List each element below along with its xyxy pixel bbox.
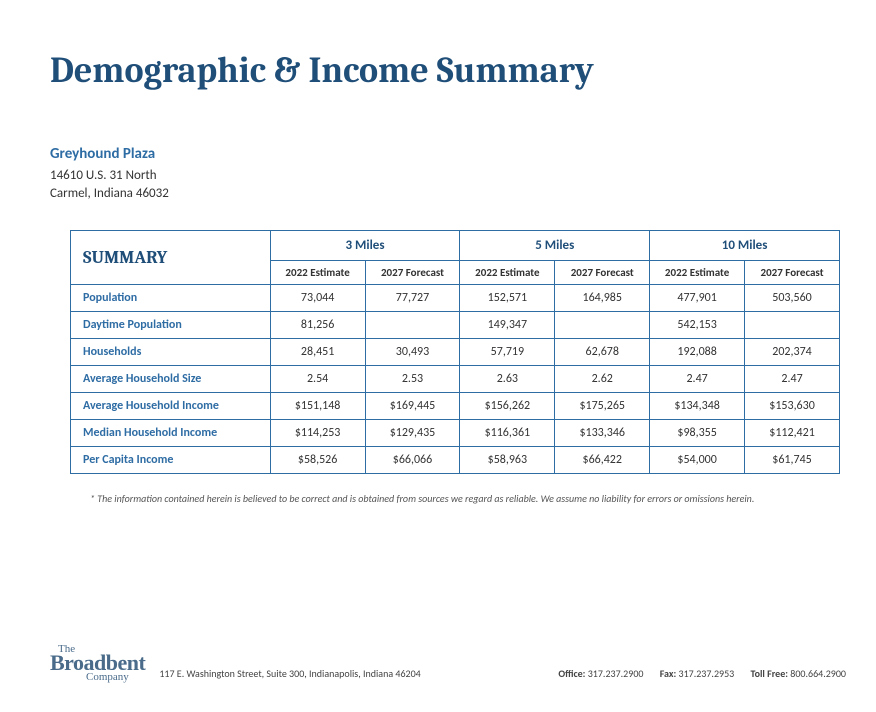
data-cell: 152,571 (460, 285, 555, 312)
data-cell: $58,526 (270, 447, 365, 474)
data-cell: 2.54 (270, 366, 365, 393)
row-label: Average Household Income (71, 393, 271, 420)
page-title: Demographic & Income Summary (50, 50, 826, 91)
data-cell (555, 312, 650, 339)
data-cell: $54,000 (650, 447, 745, 474)
sub-col: 2027 Forecast (365, 261, 460, 285)
location-address-line1: 14610 U.S. 31 North (50, 167, 826, 185)
table-row: Daytime Population81,256 149,347 542,153 (71, 312, 840, 339)
fax-number: 317.237.2953 (679, 667, 735, 680)
office-label: Office: (558, 667, 585, 680)
data-cell: 2.53 (365, 366, 460, 393)
data-cell: $169,445 (365, 393, 460, 420)
data-cell: 542,153 (650, 312, 745, 339)
col-group-2: 10 Miles (650, 231, 840, 261)
data-cell: $112,421 (745, 420, 840, 447)
location-block: Greyhound Plaza 14610 U.S. 31 North Carm… (50, 145, 826, 202)
data-cell: 73,044 (270, 285, 365, 312)
table-row: Households28,45130,49357,71962,678192,08… (71, 339, 840, 366)
footer-address: 117 E. Washington Street, Suite 300, Ind… (159, 667, 420, 682)
data-cell: 30,493 (365, 339, 460, 366)
data-cell: 81,256 (270, 312, 365, 339)
data-cell: 77,727 (365, 285, 460, 312)
data-cell: $66,066 (365, 447, 460, 474)
data-cell: 149,347 (460, 312, 555, 339)
table-header-row-groups: SUMMARY 3 Miles 5 Miles 10 Miles (71, 231, 840, 261)
logo-line2: Broadbent (50, 654, 145, 673)
footer: The Broadbent Company 117 E. Washington … (50, 645, 846, 682)
sub-col: 2022 Estimate (460, 261, 555, 285)
location-name: Greyhound Plaza (50, 145, 826, 163)
summary-table-wrap: SUMMARY 3 Miles 5 Miles 10 Miles 2022 Es… (70, 230, 826, 474)
sub-col: 2022 Estimate (270, 261, 365, 285)
data-cell: 62,678 (555, 339, 650, 366)
row-label: Population (71, 285, 271, 312)
data-cell: 192,088 (650, 339, 745, 366)
data-cell: $129,435 (365, 420, 460, 447)
data-cell (365, 312, 460, 339)
table-row: Median Household Income$114,253$129,435$… (71, 420, 840, 447)
col-group-0: 3 Miles (270, 231, 460, 261)
disclaimer-text: * The information contained herein is be… (90, 492, 826, 505)
sub-col: 2027 Forecast (555, 261, 650, 285)
data-cell: 202,374 (745, 339, 840, 366)
data-cell: $58,963 (460, 447, 555, 474)
data-cell: 2.63 (460, 366, 555, 393)
summary-header-cell: SUMMARY (71, 231, 271, 285)
data-cell: 164,985 (555, 285, 650, 312)
data-cell: $134,348 (650, 393, 745, 420)
data-cell: $133,346 (555, 420, 650, 447)
data-cell: $66,422 (555, 447, 650, 474)
table-row: Per Capita Income$58,526$66,066$58,963$6… (71, 447, 840, 474)
table-row: Population73,04477,727152,571164,985477,… (71, 285, 840, 312)
row-label: Daytime Population (71, 312, 271, 339)
tollfree-label: Toll Free: (751, 667, 789, 680)
fax-label: Fax: (660, 667, 677, 680)
row-label: Median Household Income (71, 420, 271, 447)
data-cell: $156,262 (460, 393, 555, 420)
data-cell: 2.47 (745, 366, 840, 393)
data-cell: $98,355 (650, 420, 745, 447)
sub-col: 2022 Estimate (650, 261, 745, 285)
data-cell: $175,265 (555, 393, 650, 420)
data-cell: $153,630 (745, 393, 840, 420)
table-row: Average Household Size2.542.532.632.622.… (71, 366, 840, 393)
footer-contacts: Office: 317.237.2900 Fax: 317.237.2953 T… (544, 667, 846, 682)
data-cell: $151,148 (270, 393, 365, 420)
office-number: 317.237.2900 (588, 667, 644, 680)
location-address-line2: Carmel, Indiana 46032 (50, 185, 826, 203)
row-label: Average Household Size (71, 366, 271, 393)
data-cell: $116,361 (460, 420, 555, 447)
data-cell: 2.47 (650, 366, 745, 393)
summary-table: SUMMARY 3 Miles 5 Miles 10 Miles 2022 Es… (70, 230, 840, 474)
data-cell: 477,901 (650, 285, 745, 312)
data-cell: $61,745 (745, 447, 840, 474)
company-logo: The Broadbent Company (50, 645, 145, 682)
sub-col: 2027 Forecast (745, 261, 840, 285)
data-cell: 57,719 (460, 339, 555, 366)
tollfree-number: 800.664.2900 (790, 667, 846, 680)
data-cell: 503,560 (745, 285, 840, 312)
table-body: Population73,04477,727152,571164,985477,… (71, 285, 840, 474)
row-label: Households (71, 339, 271, 366)
data-cell: 2.62 (555, 366, 650, 393)
data-cell (745, 312, 840, 339)
row-label: Per Capita Income (71, 447, 271, 474)
data-cell: $114,253 (270, 420, 365, 447)
table-row: Average Household Income$151,148$169,445… (71, 393, 840, 420)
col-group-1: 5 Miles (460, 231, 650, 261)
data-cell: 28,451 (270, 339, 365, 366)
